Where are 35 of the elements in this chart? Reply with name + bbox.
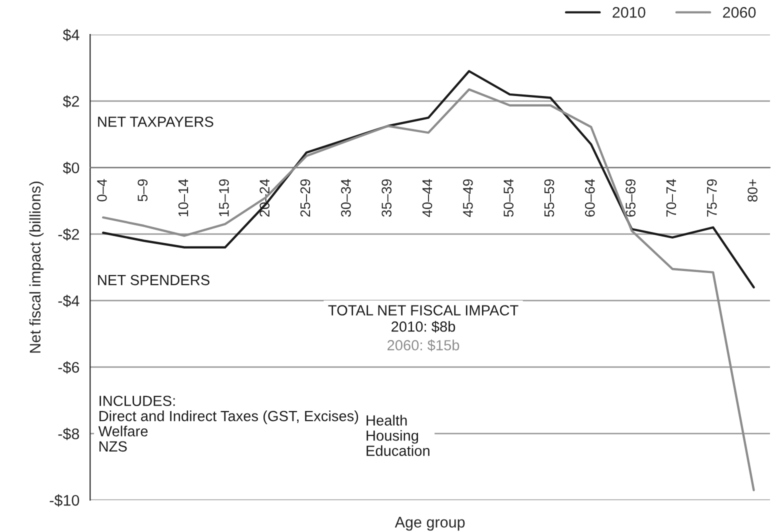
annotation: NET TAXPAYERS [98, 116, 214, 127]
x-tick-label: 65–69 [626, 179, 636, 217]
y-tick-label: -$6 [58, 361, 80, 374]
annotation: Health Housing Education [366, 414, 430, 456]
y-tick-label: -$10 [50, 494, 80, 507]
y-tick-label: $0 [62, 162, 80, 174]
x-tick-label: 25–29 [300, 179, 310, 217]
legend-label: 2010 [612, 6, 646, 18]
y-tick-label: -$2 [58, 228, 79, 241]
x-tick-label: 15–19 [219, 179, 229, 216]
x-tick-label: 0–4 [97, 179, 107, 202]
y-axis-title: Net fiscal impact (billions) [29, 182, 44, 353]
x-tick-label: 60–64 [584, 179, 595, 217]
x-tick-label: 80+ [748, 179, 758, 202]
x-tick-label: 5–9 [138, 179, 148, 202]
y-tick-label: $2 [62, 95, 79, 108]
x-tick-label: 35–39 [382, 179, 392, 217]
x-tick-label: 10–14 [178, 179, 188, 216]
x-tick-label: 40–44 [422, 179, 432, 217]
x-axis-title: Age group [394, 516, 465, 531]
annotation: INCLUDES: Direct and Indirect Taxes (GST, Excises) Welfare NZS [98, 396, 358, 452]
legend-label: 2060 [723, 6, 756, 18]
annotation: 2010: $8b [392, 320, 456, 333]
x-tick-label: 30–34 [341, 179, 351, 217]
annotation: 2060: $15b [388, 339, 460, 352]
y-tick-label: $4 [62, 28, 80, 42]
annotation: TOTAL NET FISCAL IMPACT [328, 305, 518, 316]
x-tick-label: 50–54 [504, 179, 514, 217]
y-tick-label: -$4 [58, 294, 80, 308]
x-tick-label: 75–79 [706, 179, 717, 217]
x-tick-label: 45–49 [463, 179, 473, 217]
y-tick-label: -$8 [58, 428, 80, 440]
annotation: NET SPENDERS [98, 274, 210, 286]
x-tick-label: 70–74 [666, 179, 676, 217]
x-tick-label: 55–59 [544, 179, 554, 217]
